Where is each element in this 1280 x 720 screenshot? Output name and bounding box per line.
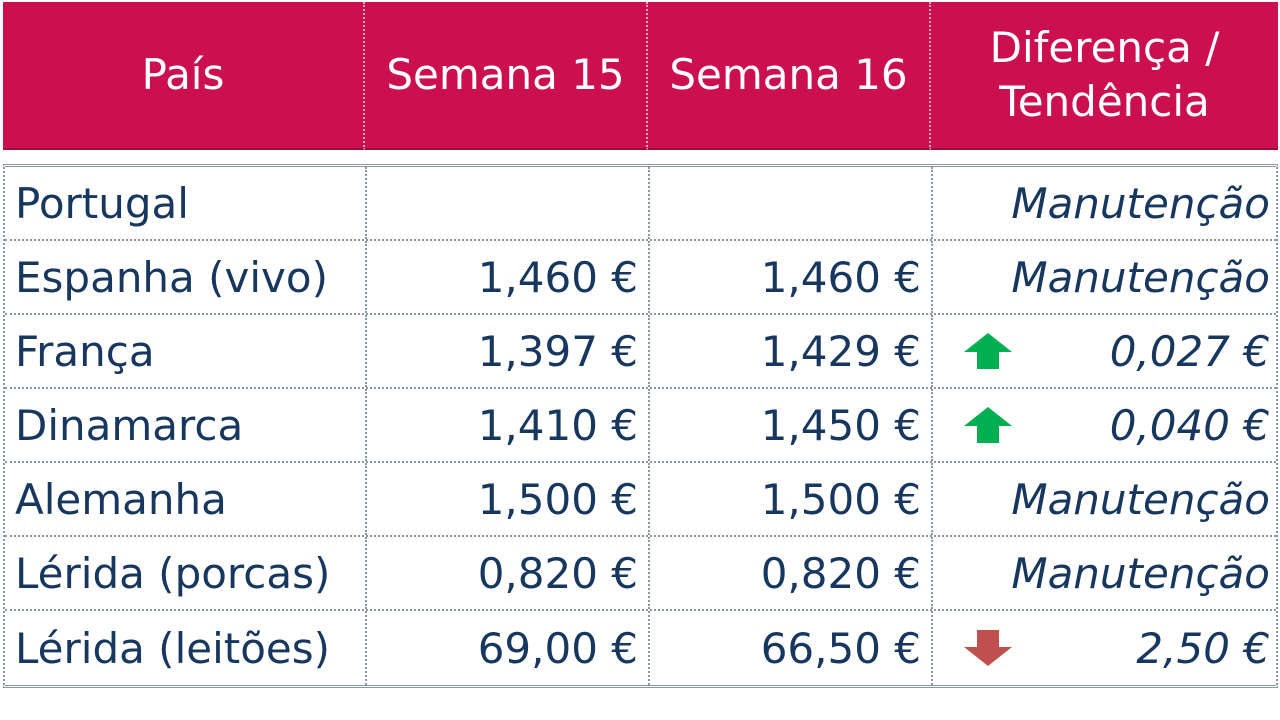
header-trend: Diferença / Tendência [931,2,1278,150]
week-16-price-cell [650,167,933,239]
trend-cell: 0,027 € [933,315,1280,387]
trend-cell: Manutenção [933,463,1280,535]
week-16-price-cell: 1,450 € [650,389,933,461]
price-table: País Semana 15 Semana 16 Diferença / Ten… [3,2,1278,688]
week-16-price-cell: 0,820 € [650,537,933,609]
week-16-price-cell: 1,460 € [650,241,933,313]
trend-cell: Manutenção [933,241,1280,313]
table-row: Lérida (porcas) 0,820 €0,820 € Manutenção [5,537,1276,611]
week-15-price-cell [367,167,650,239]
table-row: Lérida (leitões) 69,00 €66,50 € 2,50 € [5,611,1276,685]
up-arrow-icon [964,333,1012,369]
trend-cell: 0,040 € [933,389,1280,461]
trend-cell: 2,50 € [933,611,1280,685]
trend-value: 0,040 € [1109,400,1270,450]
trend-value: Manutenção [1011,474,1270,524]
header-week-15: Semana 15 [365,2,648,150]
country-cell: França [5,315,367,387]
header-country: País [3,2,365,150]
table-row: Dinamarca 1,410 €1,450 € 0,040 € [5,389,1276,463]
week-15-price-cell: 1,397 € [367,315,650,387]
down-arrow-icon [964,630,1012,666]
header-trend-line2: Tendência [999,77,1210,126]
table-row: Espanha (vivo) 1,460 €1,460 € Manutenção [5,241,1276,315]
header-trend-line1: Diferença / [989,23,1220,72]
week-16-price-cell: 66,50 € [650,611,933,685]
table-header: País Semana 15 Semana 16 Diferença / Ten… [3,2,1278,150]
week-15-price-cell: 1,410 € [367,389,650,461]
week-15-price-cell: 69,00 € [367,611,650,685]
week-15-price-cell: 1,500 € [367,463,650,535]
trend-value: Manutenção [1011,178,1270,228]
trend-value: 2,50 € [1136,623,1270,673]
country-cell: Portugal [5,167,367,239]
week-15-price-cell: 0,820 € [367,537,650,609]
country-cell: Lérida (leitões) [5,611,367,685]
header-week-16: Semana 16 [648,2,931,150]
trend-cell: Manutenção [933,537,1280,609]
country-cell: Alemanha [5,463,367,535]
trend-value: Manutenção [1011,252,1270,302]
table-row: Portugal Manutenção [5,167,1276,241]
country-cell: Dinamarca [5,389,367,461]
table-row: França 1,397 €1,429 € 0,027 € [5,315,1276,389]
trend-cell: Manutenção [933,167,1280,239]
trend-value: 0,027 € [1109,326,1270,376]
table-row: Alemanha 1,500 €1,500 € Manutenção [5,463,1276,537]
week-16-price-cell: 1,429 € [650,315,933,387]
country-cell: Espanha (vivo) [5,241,367,313]
week-15-price-cell: 1,460 € [367,241,650,313]
table-body: Portugal Manutenção Espanha (vivo) 1,460 €1… [3,164,1278,688]
country-cell: Lérida (porcas) [5,537,367,609]
up-arrow-icon [964,407,1012,443]
trend-value: Manutenção [1011,548,1270,598]
week-16-price-cell: 1,500 € [650,463,933,535]
